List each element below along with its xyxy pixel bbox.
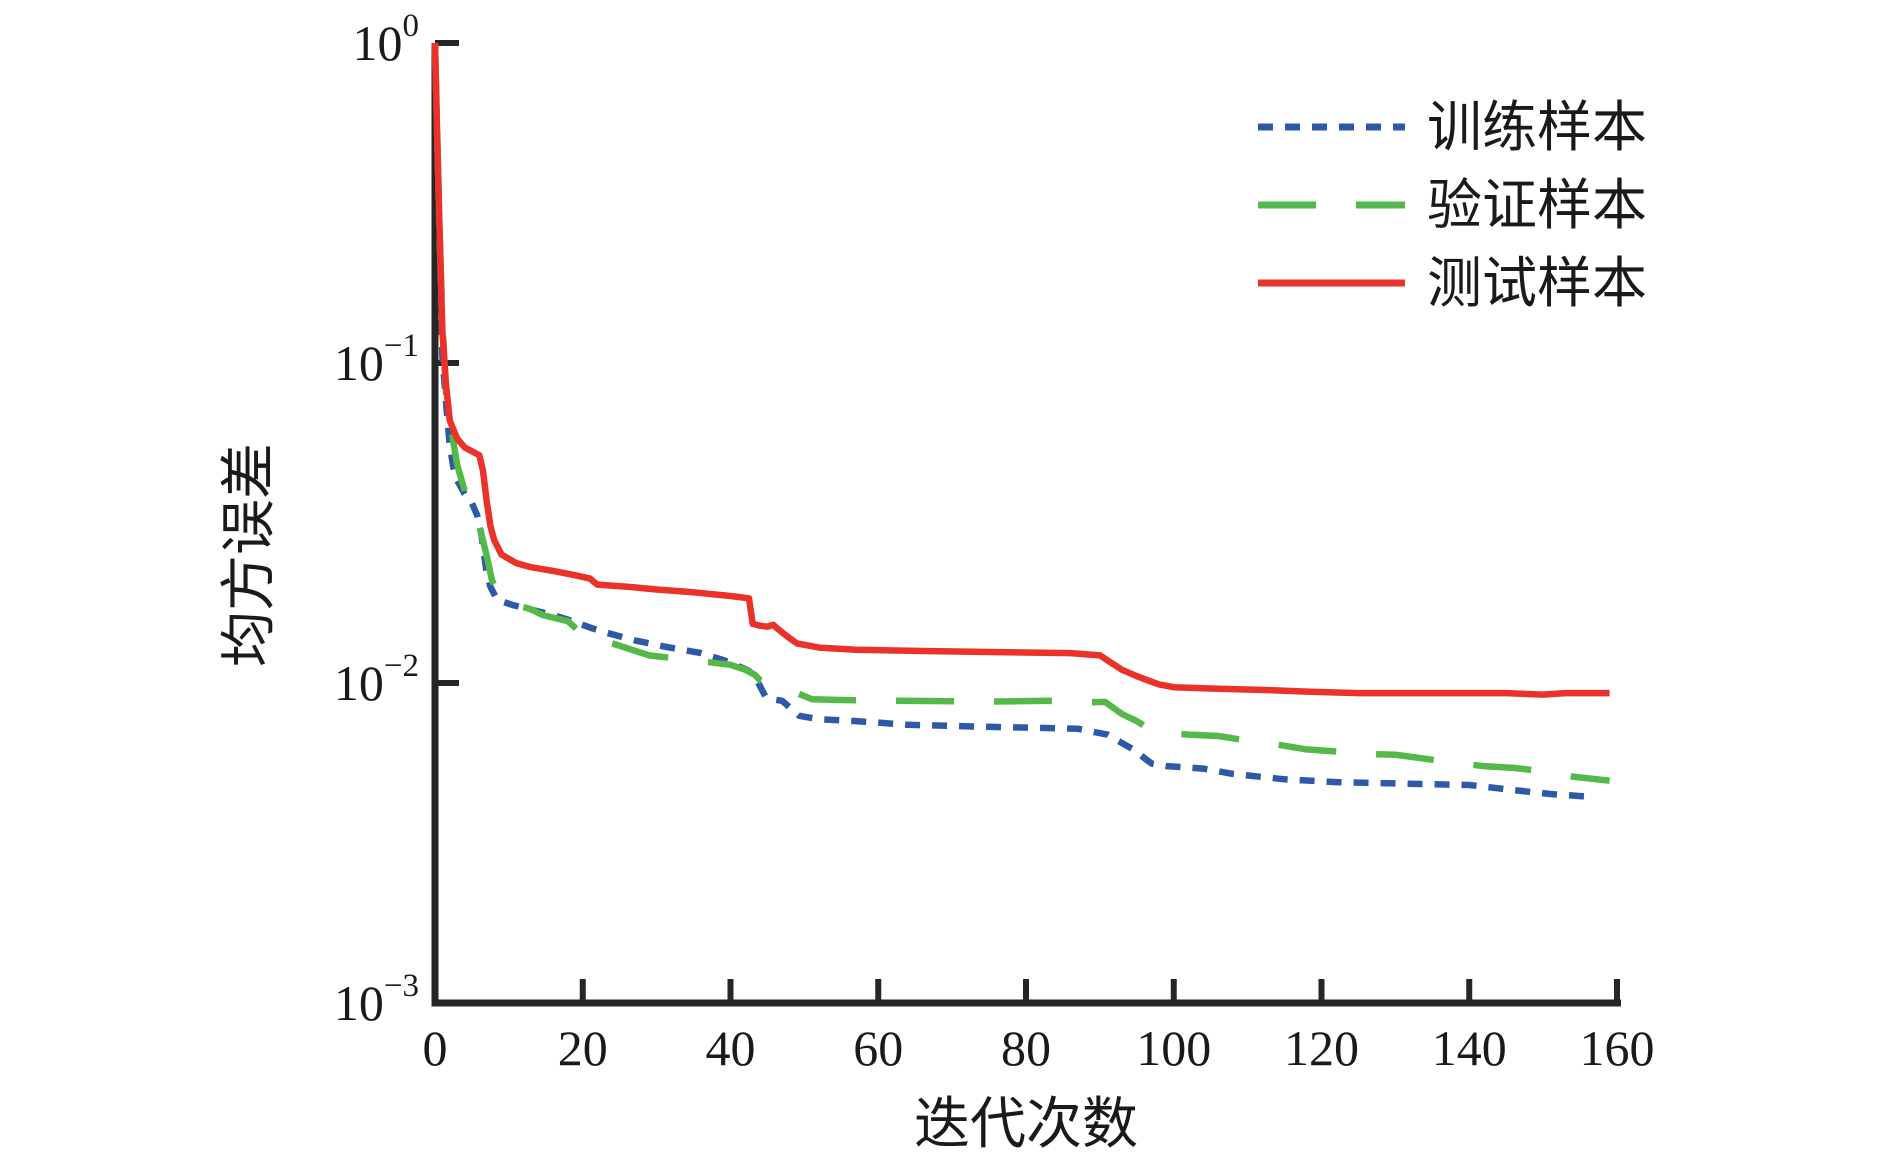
- series-curve-0: [431, 50, 1596, 801]
- series-curve-2: [431, 42, 1610, 698]
- x-tick-label: 140: [1432, 1020, 1507, 1076]
- x-tick-label: 160: [1580, 1020, 1655, 1076]
- x-tick-label: 120: [1284, 1020, 1359, 1076]
- legend-label-training: 训练样本: [1427, 97, 1647, 158]
- y-tick-label: 10−3: [334, 968, 419, 1031]
- x-tick-label: 0: [423, 1020, 448, 1076]
- series-curve-1: [431, 42, 1610, 784]
- legend-label-validation: 验证样本: [1427, 175, 1647, 236]
- x-tick-label: 100: [1136, 1020, 1211, 1076]
- chart-plot-area: 0 20 40 60 80 100 120 140 160 100 10−1 10−2 10−3: [334, 8, 1655, 1076]
- y-tick-label: 10−1: [334, 328, 419, 391]
- x-tick-label: 20: [558, 1020, 608, 1076]
- legend-label-test: 测试样本: [1427, 253, 1647, 314]
- x-tick-label: 60: [853, 1020, 903, 1076]
- axis-spines: [431, 43, 1621, 1007]
- x-axis-title: 迭代次数: [914, 1094, 1138, 1156]
- x-tick-label: 80: [1001, 1020, 1051, 1076]
- legend: 训练样本 验证样本 测试样本: [1258, 97, 1647, 314]
- y-tick-label: 100: [353, 8, 420, 71]
- y-tick-label: 10−2: [334, 648, 419, 711]
- x-tick-label: 40: [706, 1020, 756, 1076]
- y-axis-title: 均方误差: [219, 443, 281, 667]
